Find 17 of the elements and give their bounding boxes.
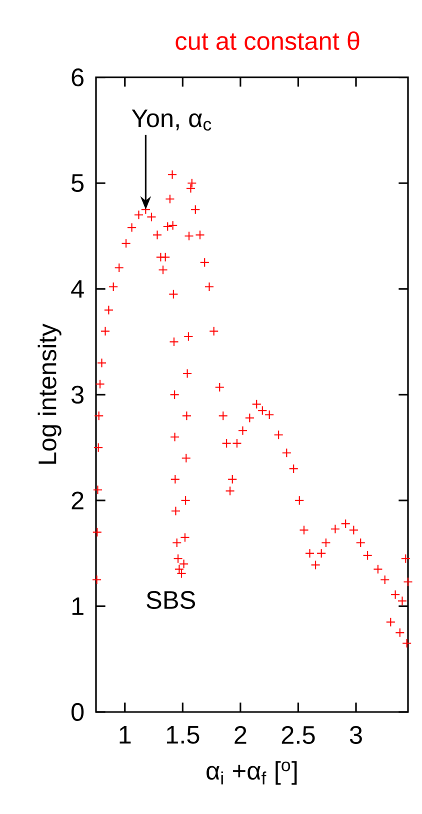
x-tick-label: 1 <box>120 726 131 744</box>
y-tick-label: 3 <box>71 386 84 404</box>
x-tick-label: 3 <box>350 726 362 744</box>
x-tick-label: 2 <box>234 726 246 744</box>
x-tick-label: 1.5 <box>166 726 200 744</box>
y-axis-title: Log intensity <box>38 324 62 464</box>
y-tick-label: 4 <box>71 280 84 298</box>
y-tick-label: 5 <box>72 174 84 192</box>
x-tick-label: 2.5 <box>282 726 315 744</box>
y-tick-label: 2 <box>72 492 84 510</box>
annotation: SBS <box>146 591 196 609</box>
y-tick-label: 0 <box>72 703 84 721</box>
y-tick-label: 6 <box>72 68 84 86</box>
x-axis-title: α$_{i}$ +α$_{f}$ [$^{o}$] <box>206 761 297 785</box>
chart-title: cut at constant θ <box>176 31 360 50</box>
annotation: Yon, α$_{c}$ <box>132 110 212 131</box>
y-tick-label: 1 <box>72 598 84 615</box>
